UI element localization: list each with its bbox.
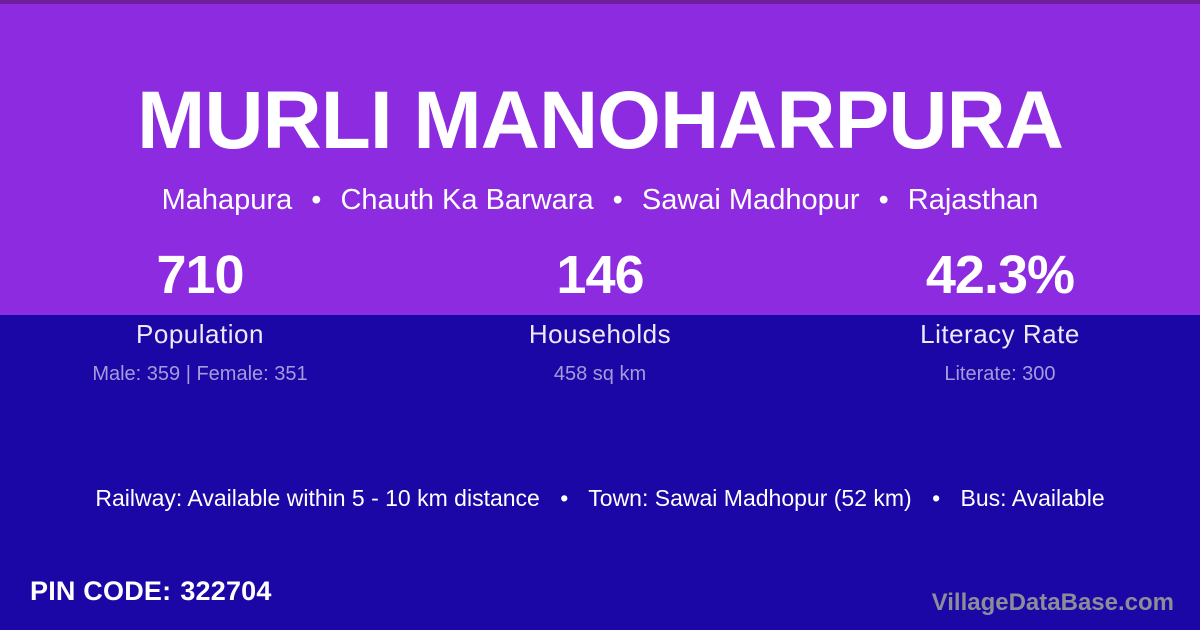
- breadcrumb: Mahapura • Chauth Ka Barwara • Sawai Mad…: [0, 184, 1200, 217]
- pin-code-label: PIN CODE:: [30, 576, 172, 606]
- transport-separator: •: [560, 485, 569, 511]
- bus-info: Bus: Available: [960, 485, 1105, 511]
- transport-info: Railway: Available within 5 - 10 km dist…: [0, 485, 1200, 512]
- stat-households: 146 Households 458 sq km: [400, 248, 800, 386]
- households-value: 146: [556, 245, 644, 305]
- breadcrumb-separator: •: [612, 184, 623, 216]
- population-label: Population: [136, 319, 264, 349]
- page-title: MURLI MANOHARPURA: [137, 75, 1064, 166]
- stat-literacy: 42.3% Literacy Rate Literate: 300: [800, 248, 1200, 386]
- breadcrumb-separator: •: [878, 184, 889, 216]
- population-value: 710: [156, 245, 244, 305]
- hero-background: [0, 0, 1200, 315]
- breadcrumb-separator: •: [311, 184, 322, 216]
- households-detail: 458 sq km: [553, 363, 647, 385]
- pin-code: PIN CODE: 322704: [30, 576, 272, 607]
- transport-separator: •: [932, 485, 941, 511]
- breadcrumb-item-tehsil: Chauth Ka Barwara: [340, 184, 594, 216]
- households-label: Households: [528, 319, 672, 349]
- railway-info: Railway: Available within 5 - 10 km dist…: [95, 485, 540, 511]
- breadcrumb-item-district: Sawai Madhopur: [641, 184, 860, 216]
- stats-row: 710 Population Male: 359 | Female: 351 1…: [0, 248, 1200, 386]
- pin-code-value: 322704: [180, 576, 272, 606]
- breadcrumb-item-village: Mahapura: [161, 184, 293, 216]
- literacy-value: 42.3%: [925, 245, 1075, 305]
- town-info: Town: Sawai Madhopur (52 km): [588, 485, 912, 511]
- top-accent-strip: [0, 0, 1200, 4]
- population-detail: Male: 359 | Female: 351: [92, 363, 308, 385]
- literacy-label: Literacy Rate: [920, 319, 1080, 349]
- site-watermark: VillageDataBase.com: [931, 589, 1174, 616]
- stat-population: 710 Population Male: 359 | Female: 351: [0, 248, 400, 386]
- literacy-detail: Literate: 300: [944, 363, 1056, 385]
- breadcrumb-item-state: Rajasthan: [907, 184, 1039, 216]
